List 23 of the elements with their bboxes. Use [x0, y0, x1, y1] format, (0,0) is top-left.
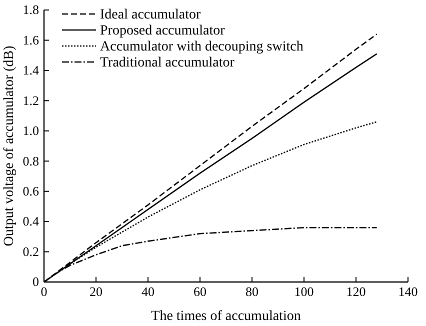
y-tick-label: 0.4 — [22, 214, 40, 229]
legend-label: Accumulator with decouping switch — [100, 40, 304, 54]
y-tick-label: 0.6 — [22, 183, 40, 198]
x-tick-label: 80 — [246, 284, 258, 300]
legend-label: Ideal accumulator — [100, 8, 202, 22]
x-tick-label: 60 — [194, 284, 206, 300]
y-tick-label: 0.2 — [22, 244, 39, 259]
legend-label: Proposed accumulator — [100, 24, 226, 38]
y-tick-label: 1.6 — [22, 32, 40, 48]
y-tick-label: 0 — [32, 274, 39, 290]
x-tick-label: 20 — [90, 284, 102, 300]
y-tick-label: 1.0 — [22, 123, 39, 138]
y-tick-label: 1.4 — [22, 62, 40, 78]
x-tick-label: 100 — [294, 284, 314, 300]
y-tick-label: 1.2 — [22, 92, 39, 108]
x-tick-label: 120 — [346, 284, 366, 300]
y-axis-title: Output voltage of accumulator (dB) — [2, 45, 17, 246]
y-tick-label: 0.8 — [22, 153, 39, 168]
y-tick-label: 1.8 — [22, 2, 39, 18]
legend-label: Traditional accumulator — [100, 56, 235, 70]
x-axis-title: The times of accumulation — [151, 309, 301, 324]
x-tick-label: 140 — [398, 284, 418, 300]
x-tick-label: 40 — [142, 284, 154, 300]
